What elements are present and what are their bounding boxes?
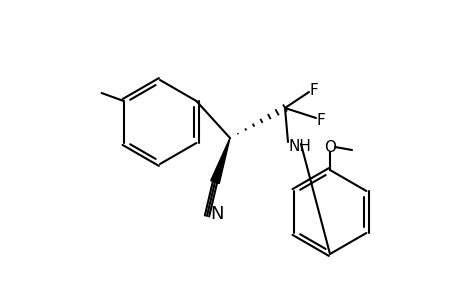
Text: O: O bbox=[323, 140, 335, 154]
Polygon shape bbox=[210, 138, 230, 184]
Text: NH: NH bbox=[288, 139, 311, 154]
Text: F: F bbox=[309, 82, 318, 98]
Text: N: N bbox=[210, 205, 223, 223]
Text: F: F bbox=[316, 112, 325, 128]
